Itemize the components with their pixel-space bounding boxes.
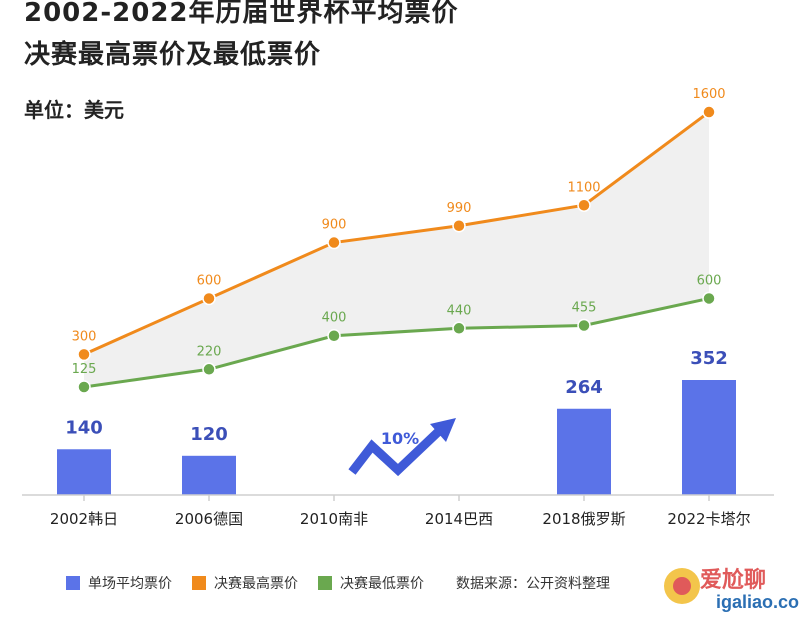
max-value-label-4: 1100	[567, 180, 600, 195]
min-point-2	[327, 328, 341, 343]
legend-swatch-max	[192, 576, 206, 590]
growth-arrow-label: 10%	[381, 429, 419, 448]
min-point-3	[452, 321, 466, 336]
legend-label-min: 决赛最低票价	[340, 576, 424, 592]
bar-value-label-4: 264	[565, 377, 603, 398]
range-band	[84, 112, 709, 387]
watermark-mark-icon	[664, 568, 700, 604]
watermark-url: igaliao.com	[716, 592, 800, 612]
legend-item-bar: 单场平均票价	[66, 573, 172, 593]
min-value-label-2: 400	[322, 311, 347, 326]
min-value-label-4: 455	[572, 300, 597, 315]
chart-title: 2002-2022年历届世界杯平均票价 决赛最高票价及最低票价	[24, 0, 644, 76]
legend-swatch-bar	[66, 576, 80, 590]
min-point-5	[702, 291, 716, 306]
legend-swatch-min	[318, 576, 332, 590]
chart-title-line2: 决赛最高票价及最低票价	[24, 40, 322, 70]
unit-label: 单位：美元	[24, 98, 124, 122]
max-point-0	[77, 347, 91, 362]
x-tick-label-2: 2010南非	[300, 510, 368, 528]
min-value-label-1: 220	[197, 344, 222, 359]
legend-label-max: 决赛最高票价	[214, 576, 298, 592]
legend-item-max: 决赛最高票价	[192, 573, 298, 593]
chart-title-line1: 2002-2022年历届世界杯平均票价	[24, 0, 459, 28]
max-point-5	[702, 105, 716, 119]
min-point-1	[202, 362, 216, 377]
max-value-label-3: 990	[447, 201, 472, 216]
x-tick-label-5: 2022卡塔尔	[667, 510, 750, 528]
bar-value-label-5: 352	[690, 348, 728, 369]
growth-arrow-line	[348, 428, 442, 477]
legend: 单场平均票价 决赛最高票价 决赛最低票价 数据来源：公开资料整理	[66, 571, 796, 595]
x-tick-label-3: 2014巴西	[425, 510, 493, 528]
growth-arrow-head	[430, 418, 456, 442]
x-tick-label-0: 2002韩日	[50, 510, 118, 528]
max-value-label-1: 600	[197, 273, 222, 288]
max-point-3	[452, 219, 466, 233]
legend-item-min: 决赛最低票价	[318, 573, 424, 593]
max-point-4	[577, 198, 591, 213]
watermark-logo: 爱尬聊 igaliao.com	[660, 560, 800, 624]
max-line	[83, 110, 710, 356]
x-tick-label-1: 2006德国	[175, 510, 243, 528]
bar-value-label-1: 120	[190, 424, 228, 445]
min-value-label-5: 600	[697, 273, 722, 288]
legend-label-bar: 单场平均票价	[88, 576, 172, 592]
max-value-label-2: 900	[322, 218, 347, 233]
min-point-4	[577, 318, 591, 333]
min-line	[83, 296, 710, 389]
watermark-text: 爱尬聊	[700, 568, 767, 593]
source-label: 数据来源：公开资料整理	[456, 576, 610, 592]
min-value-label-0: 125	[72, 362, 97, 377]
bar-4	[557, 408, 611, 495]
x-tick-label-4: 2018俄罗斯	[542, 510, 625, 528]
bar-value-label-0: 140	[65, 417, 103, 438]
max-point-1	[202, 291, 216, 306]
bar-1	[182, 455, 236, 495]
max-value-label-5: 1600	[692, 87, 725, 102]
max-point-2	[327, 235, 341, 250]
max-value-label-0: 300	[72, 329, 97, 344]
min-value-label-3: 440	[447, 303, 472, 318]
bar-5	[682, 380, 736, 495]
min-point-0	[77, 380, 91, 394]
bar-0	[57, 449, 111, 495]
